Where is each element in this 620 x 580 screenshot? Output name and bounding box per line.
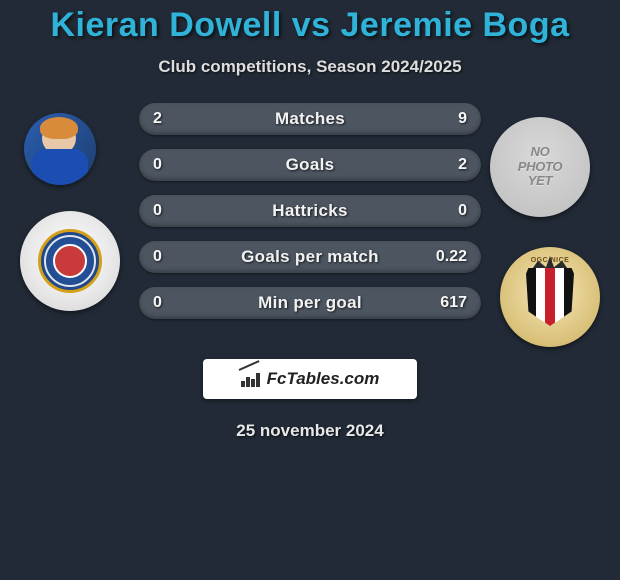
stat-value-left: 2 bbox=[153, 103, 162, 135]
stat-value-left: 0 bbox=[153, 195, 162, 227]
stat-row: 0 Goals 2 bbox=[139, 149, 481, 181]
stat-value-right: 617 bbox=[440, 287, 467, 319]
player1-avatar bbox=[24, 113, 96, 185]
bar-chart-icon bbox=[241, 371, 261, 387]
subtitle: Club competitions, Season 2024/2025 bbox=[0, 57, 620, 77]
stat-value-right: 0 bbox=[458, 195, 467, 227]
comparison-card: Kieran Dowell vs Jeremie Boga Club compe… bbox=[0, 0, 620, 580]
stat-label: Min per goal bbox=[258, 293, 362, 313]
stat-value-left: 0 bbox=[153, 287, 162, 319]
player2-avatar: NO PHOTO YET bbox=[490, 117, 590, 217]
stat-label: Goals bbox=[286, 155, 335, 175]
brand-text: FcTables.com bbox=[267, 369, 380, 389]
stat-label: Goals per match bbox=[241, 247, 379, 267]
stat-value-right: 0.22 bbox=[436, 241, 467, 273]
stat-value-left: 0 bbox=[153, 149, 162, 181]
player2-club-badge: OGC NICE bbox=[500, 247, 600, 347]
stat-row: 2 Matches 9 bbox=[139, 103, 481, 135]
page-title: Kieran Dowell vs Jeremie Boga bbox=[0, 6, 620, 45]
no-photo-placeholder: NO PHOTO YET bbox=[518, 145, 563, 190]
stat-rows: 2 Matches 9 0 Goals 2 0 Hattricks 0 0 Goals per ma… bbox=[139, 103, 481, 319]
stat-row: 0 Min per goal 617 bbox=[139, 287, 481, 319]
brand-badge: FcTables.com bbox=[203, 359, 417, 399]
stat-value-right: 2 bbox=[458, 149, 467, 181]
stat-value-right: 9 bbox=[458, 103, 467, 135]
stat-value-left: 0 bbox=[153, 241, 162, 273]
comparison-block: NO PHOTO YET OGC NICE 2 Matches 9 0 Goals 2 0 H… bbox=[0, 103, 620, 347]
stat-label: Matches bbox=[275, 109, 345, 129]
stat-label: Hattricks bbox=[272, 201, 347, 221]
stat-row: 0 Goals per match 0.22 bbox=[139, 241, 481, 273]
player1-club-badge bbox=[20, 211, 120, 311]
date-text: 25 november 2024 bbox=[0, 421, 620, 441]
stat-row: 0 Hattricks 0 bbox=[139, 195, 481, 227]
